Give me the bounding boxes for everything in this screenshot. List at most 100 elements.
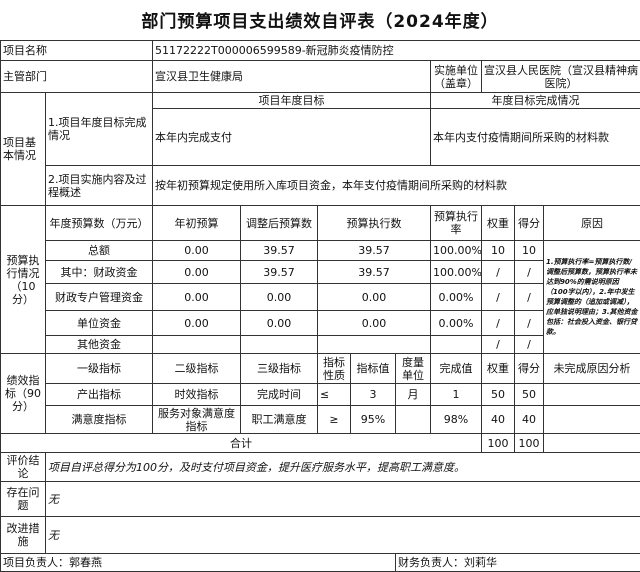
problems-value: 无 — [46, 482, 640, 517]
budget-header: 得分 — [515, 206, 544, 241]
unit-label: 实施单位（盖章） — [431, 61, 482, 93]
indicator-reason — [544, 384, 640, 406]
footer-row: 项目负责人：郭春燕 财务负责人：刘莉华 — [1, 554, 640, 572]
row1-done: 本年内支付疫情期间所采购的材料款 — [431, 109, 640, 166]
measures-value: 无 — [46, 517, 640, 554]
budget-adjusted: 39.57 — [241, 261, 318, 284]
budget-executed: 0.00 — [318, 284, 431, 311]
budget-header: 年度预算数（万元） — [46, 206, 153, 241]
budget-initial: 0.00 — [153, 241, 241, 261]
problems-label: 存在问题 — [1, 482, 46, 517]
budget-weight: / — [482, 336, 515, 354]
budget-weight: 10 — [482, 241, 515, 261]
budget-weight: / — [482, 284, 515, 311]
indicator-l3: 职工满意度 — [241, 406, 318, 434]
project-name-label: 项目名称 — [1, 41, 153, 61]
budget-row-name: 总额 — [46, 241, 153, 261]
budget-rate: 100.00% — [431, 241, 482, 261]
project-lead: 项目负责人：郭春燕 — [1, 554, 396, 572]
indicator-actual: 98% — [431, 406, 482, 434]
performance-header: 指标性质 — [318, 354, 351, 384]
budget-label: 预算执行情况（10分） — [1, 206, 46, 354]
budget-row: 总额 0.00 39.57 39.57 100.00% 10 10 1.预算执行… — [1, 241, 640, 261]
performance-header: 完成值 — [431, 354, 482, 384]
project-name-row: 项目名称 51172222T000006599589-新冠肺炎疫情防控 — [1, 41, 640, 61]
budget-row-name: 财政专户管理资金 — [46, 284, 153, 311]
budget-initial: 0.00 — [153, 261, 241, 284]
budget-weight: / — [482, 311, 515, 336]
budget-row-name: 其他资金 — [46, 336, 153, 354]
total-score: 100 — [515, 434, 544, 453]
budget-score: / — [515, 311, 544, 336]
budget-adjusted: 0.00 — [241, 311, 318, 336]
budget-rate — [431, 336, 482, 354]
budget-header-row: 预算执行情况（10分） 年度预算数（万元） 年初预算 调整后预算数 预算执行数 … — [1, 206, 640, 241]
performance-header: 二级指标 — [153, 354, 241, 384]
basic-row2-label: 2.项目实施内容及过程概述 — [46, 166, 153, 206]
indicator-weight: 50 — [482, 384, 515, 406]
row1-goal: 本年内完成支付 — [153, 109, 431, 166]
budget-adjusted: 39.57 — [241, 241, 318, 261]
indicator-reason — [544, 406, 640, 434]
indicator-nature: ≥ — [318, 406, 351, 434]
unit-value: 宣汉县人民医院（宣汉县精神病医院） — [482, 61, 640, 93]
budget-header: 调整后预算数 — [241, 206, 318, 241]
budget-score: / — [515, 284, 544, 311]
project-name-value: 51172222T000006599589-新冠肺炎疫情防控 — [153, 41, 640, 61]
conclusion-label: 评价结论 — [1, 453, 46, 482]
indicator-target: 3 — [351, 384, 396, 406]
budget-rate: 100.00% — [431, 261, 482, 284]
budget-executed: 39.57 — [318, 241, 431, 261]
conclusion-row: 评价结论 项目自评总得分为100分，及时支付项目资金，提升医疗服务水平，提高职工… — [1, 453, 640, 482]
performance-header: 指标值 — [351, 354, 396, 384]
measures-label: 改进措施 — [1, 517, 46, 554]
page-title: 部门预算项目支出绩效自评表（2024年度） — [0, 0, 640, 40]
performance-header: 一级指标 — [46, 354, 153, 384]
indicator-l1: 满意度指标 — [46, 406, 153, 434]
conclusion-value: 项目自评总得分为100分，及时支付项目资金，提升医疗服务水平，提高职工满意度。 — [46, 453, 640, 482]
indicator-score: 40 — [515, 406, 544, 434]
budget-header: 权重 — [482, 206, 515, 241]
performance-label: 绩效指标（90分） — [1, 354, 46, 434]
performance-row: 产出指标 时效指标 完成时间 ≤ 3 月 1 50 50 — [1, 384, 640, 406]
performance-row: 满意度指标 服务对象满意度指标 职工满意度 ≥ 95% 98% 40 40 — [1, 406, 640, 434]
budget-initial: 0.00 — [153, 284, 241, 311]
indicator-target: 95% — [351, 406, 396, 434]
problems-row: 存在问题 无 — [1, 482, 640, 517]
total-weight: 100 — [482, 434, 515, 453]
budget-adjusted — [241, 336, 318, 354]
indicator-score: 50 — [515, 384, 544, 406]
indicator-weight: 40 — [482, 406, 515, 434]
finance-lead: 财务负责人：刘莉华 — [396, 554, 640, 572]
budget-reason: 1.预算执行率=预算执行数/调整后预算数，预算执行率未达到90%的需说明原因（1… — [544, 241, 640, 354]
budget-executed — [318, 336, 431, 354]
done-header: 年度目标完成情况 — [431, 93, 640, 109]
budget-adjusted: 0.00 — [241, 284, 318, 311]
budget-rate: 0.00% — [431, 284, 482, 311]
budget-header: 预算执行数 — [318, 206, 431, 241]
indicator-unit — [396, 406, 431, 434]
performance-header: 度量单位 — [396, 354, 431, 384]
performance-header: 三级指标 — [241, 354, 318, 384]
indicator-unit: 月 — [396, 384, 431, 406]
department-value: 宣汉县卫生健康局 — [153, 61, 431, 93]
total-row: 合计 100 100 — [1, 434, 640, 453]
measures-row: 改进措施 无 — [1, 517, 640, 554]
budget-initial — [153, 336, 241, 354]
performance-header-row: 绩效指标（90分） 一级指标 二级指标 三级指标 指标性质 指标值 度量单位 完… — [1, 354, 640, 384]
budget-header: 年初预算 — [153, 206, 241, 241]
budget-initial: 0.00 — [153, 311, 241, 336]
department-row: 主管部门 宣汉县卫生健康局 实施单位（盖章） 宣汉县人民医院（宣汉县精神病医院） — [1, 61, 640, 93]
indicator-l2: 服务对象满意度指标 — [153, 406, 241, 434]
self-evaluation-table: 项目名称 51172222T000006599589-新冠肺炎疫情防控 主管部门… — [0, 40, 640, 572]
basic-label: 项目基本情况 — [1, 93, 46, 206]
performance-header: 得分 — [515, 354, 544, 384]
budget-row-name: 其中：财政资金 — [46, 261, 153, 284]
budget-executed: 39.57 — [318, 261, 431, 284]
indicator-l1: 产出指标 — [46, 384, 153, 406]
indicator-nature: ≤ — [318, 384, 351, 406]
budget-weight: / — [482, 261, 515, 284]
budget-score: 10 — [515, 241, 544, 261]
total-label: 合计 — [1, 434, 482, 453]
indicator-l2: 时效指标 — [153, 384, 241, 406]
